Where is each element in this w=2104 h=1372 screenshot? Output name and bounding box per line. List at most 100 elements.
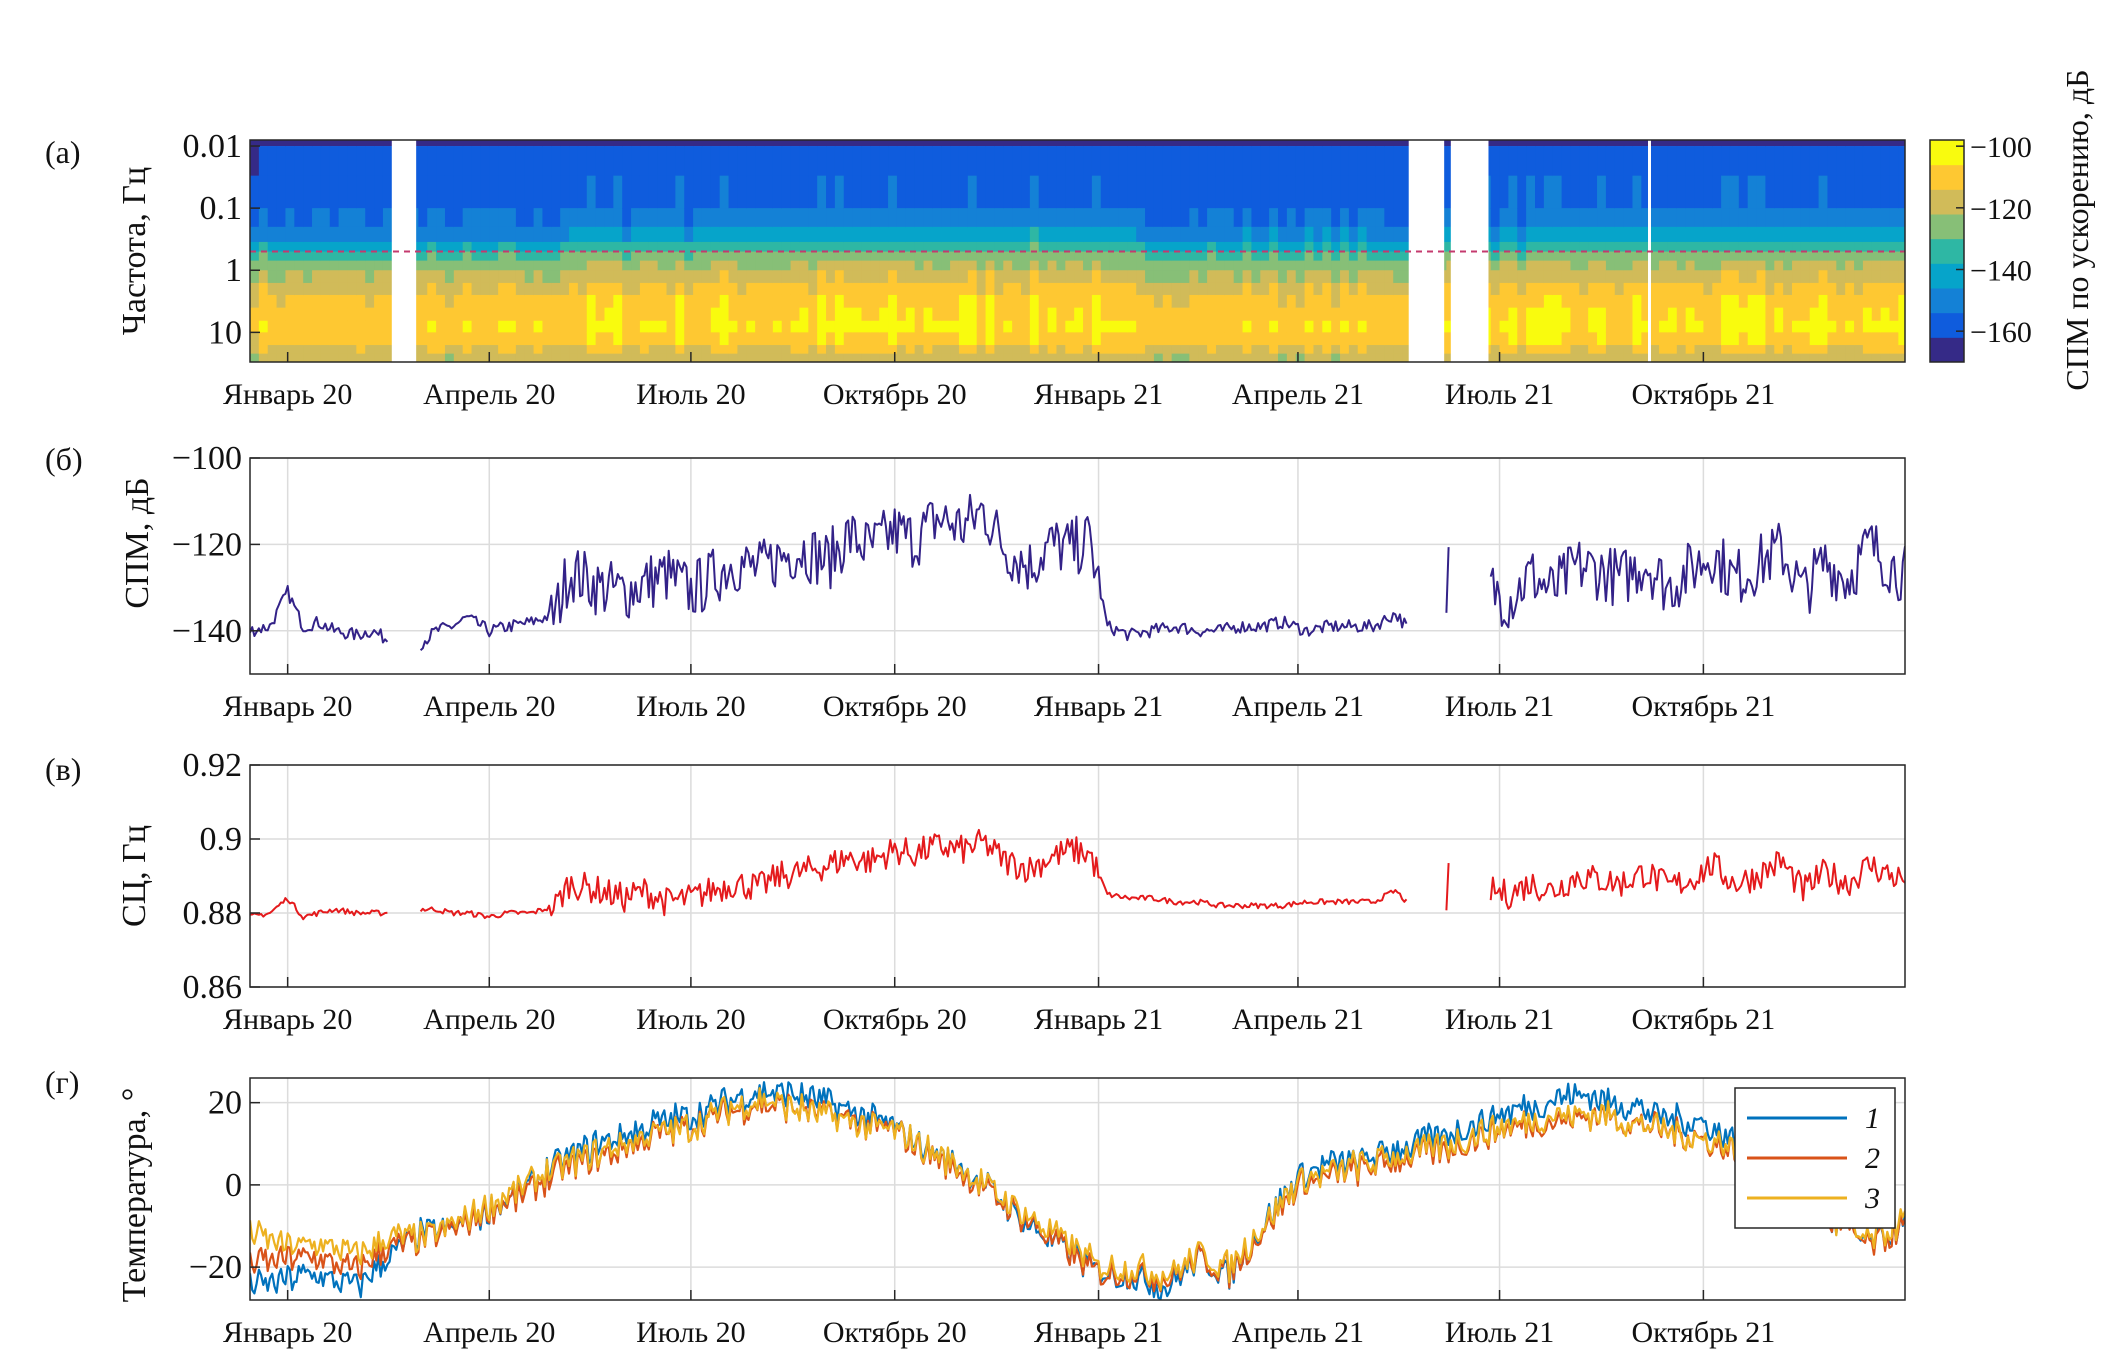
heatmap-cell <box>1809 282 1820 296</box>
heatmap-cell <box>1685 208 1696 228</box>
heatmap-cell <box>418 270 428 284</box>
heatmap-cell <box>1056 251 1066 262</box>
heatmap-cell <box>1490 270 1501 284</box>
heatmap-cell <box>1774 307 1784 322</box>
heatmap-cell <box>586 320 597 333</box>
heatmap-cell <box>1074 208 1084 228</box>
heatmap-cell <box>1588 353 1598 362</box>
heatmap-cell <box>799 270 809 284</box>
heatmap-cell <box>436 332 446 346</box>
heatmap-cell <box>755 282 765 296</box>
heatmap-cell <box>843 251 854 262</box>
heatmap-cell <box>1136 307 1146 322</box>
heatmap-cell <box>1809 208 1820 228</box>
heatmap-cell <box>1056 226 1066 243</box>
heatmap-cell <box>569 345 579 355</box>
heatmap-cell <box>1818 146 1829 177</box>
heatmap-cell <box>879 294 889 309</box>
heatmap-cell <box>1526 260 1536 271</box>
heatmap-cell <box>329 345 340 355</box>
heatmap-cell <box>1029 345 1040 355</box>
heatmap-cell <box>356 353 366 362</box>
heatmap-cell <box>808 241 818 253</box>
heatmap-cell <box>1854 251 1864 262</box>
heatmap-cell <box>1083 345 1093 355</box>
heatmap-cell <box>498 260 508 271</box>
heatmap-cell <box>507 251 517 262</box>
heatmap-cell <box>1650 270 1660 284</box>
heatmap-cell <box>569 270 579 284</box>
heatmap-cell <box>1242 294 1253 309</box>
heatmap-cell <box>1375 260 1385 271</box>
heatmap-cell <box>826 270 836 284</box>
heatmap-cell <box>1588 320 1598 333</box>
heatmap-cell <box>303 307 313 322</box>
heatmap-cell <box>1862 175 1873 209</box>
heatmap-cell <box>657 332 668 346</box>
heatmap-cell <box>1021 146 1031 177</box>
heatmap-cell <box>1605 270 1616 284</box>
heatmap-cell <box>950 294 960 309</box>
heatmap-cell <box>1570 320 1580 333</box>
heatmap-cell <box>1623 270 1634 284</box>
heatmap-cell <box>569 146 579 177</box>
heatmap-cell <box>1083 294 1093 309</box>
heatmap-cell <box>1295 320 1306 333</box>
heatmap-cell <box>1224 208 1235 228</box>
heatmap-cell <box>675 282 685 296</box>
heatmap-cell <box>1251 241 1261 253</box>
heatmap-cell <box>356 175 366 209</box>
heatmap-cell <box>533 226 544 243</box>
heatmap-cell <box>595 241 606 253</box>
heatmap-cell <box>1570 208 1580 228</box>
heatmap-cell <box>1233 332 1244 346</box>
heatmap-cell <box>1508 260 1518 271</box>
heatmap-cell <box>1091 146 1102 177</box>
heatmap-cell <box>1809 345 1820 355</box>
heatmap-cell <box>1357 294 1368 309</box>
heatmap-cell <box>338 294 349 309</box>
heatmap-cell <box>1845 332 1855 346</box>
heatmap-cell <box>374 320 384 333</box>
heatmap-cell <box>1898 282 1905 296</box>
heatmap-cell <box>1880 294 1891 309</box>
heatmap-cell <box>1712 251 1722 262</box>
heatmap-cell <box>613 294 623 309</box>
heatmap-cell <box>639 260 650 271</box>
heatmap-cell <box>1375 345 1385 355</box>
heatmap-cell <box>542 294 552 309</box>
heatmap-cell <box>1304 332 1315 346</box>
heatmap-cell <box>648 294 659 309</box>
heatmap-cell <box>799 260 809 271</box>
heatmap-cell <box>312 260 322 271</box>
heatmap-cell <box>1153 353 1164 362</box>
heatmap-cell <box>1153 320 1164 333</box>
heatmap-cell <box>1162 241 1173 253</box>
heatmap-cell <box>1818 175 1829 209</box>
heatmap-cell <box>1667 307 1678 322</box>
heatmap-cell <box>1331 332 1341 346</box>
heatmap-cell <box>382 320 393 333</box>
heatmap-cell <box>1561 353 1572 362</box>
heatmap-cell <box>1189 208 1199 228</box>
heatmap-cell <box>1340 175 1350 209</box>
heatmap-cell <box>834 282 845 296</box>
heatmap-cell <box>365 320 375 333</box>
colorbar-segment <box>1930 312 1964 338</box>
heatmap-cell <box>1605 241 1616 253</box>
heatmap-cell <box>905 208 916 228</box>
xtick-label-v-6: Июль 21 <box>1445 1003 1554 1036</box>
heatmap-cell <box>1065 146 1075 177</box>
heatmap-cell <box>524 251 535 262</box>
heatmap-cell <box>1278 345 1288 355</box>
heatmap-cell <box>1278 241 1288 253</box>
heatmap-cell <box>666 332 676 346</box>
heatmap-cell <box>1517 294 1527 309</box>
heatmap-cell <box>1659 251 1669 262</box>
heatmap-cell <box>1641 345 1651 355</box>
heatmap-cell <box>1065 226 1075 243</box>
heatmap-cell <box>755 320 765 333</box>
heatmap-cell <box>1614 208 1625 228</box>
heatmap-cell <box>701 294 712 309</box>
